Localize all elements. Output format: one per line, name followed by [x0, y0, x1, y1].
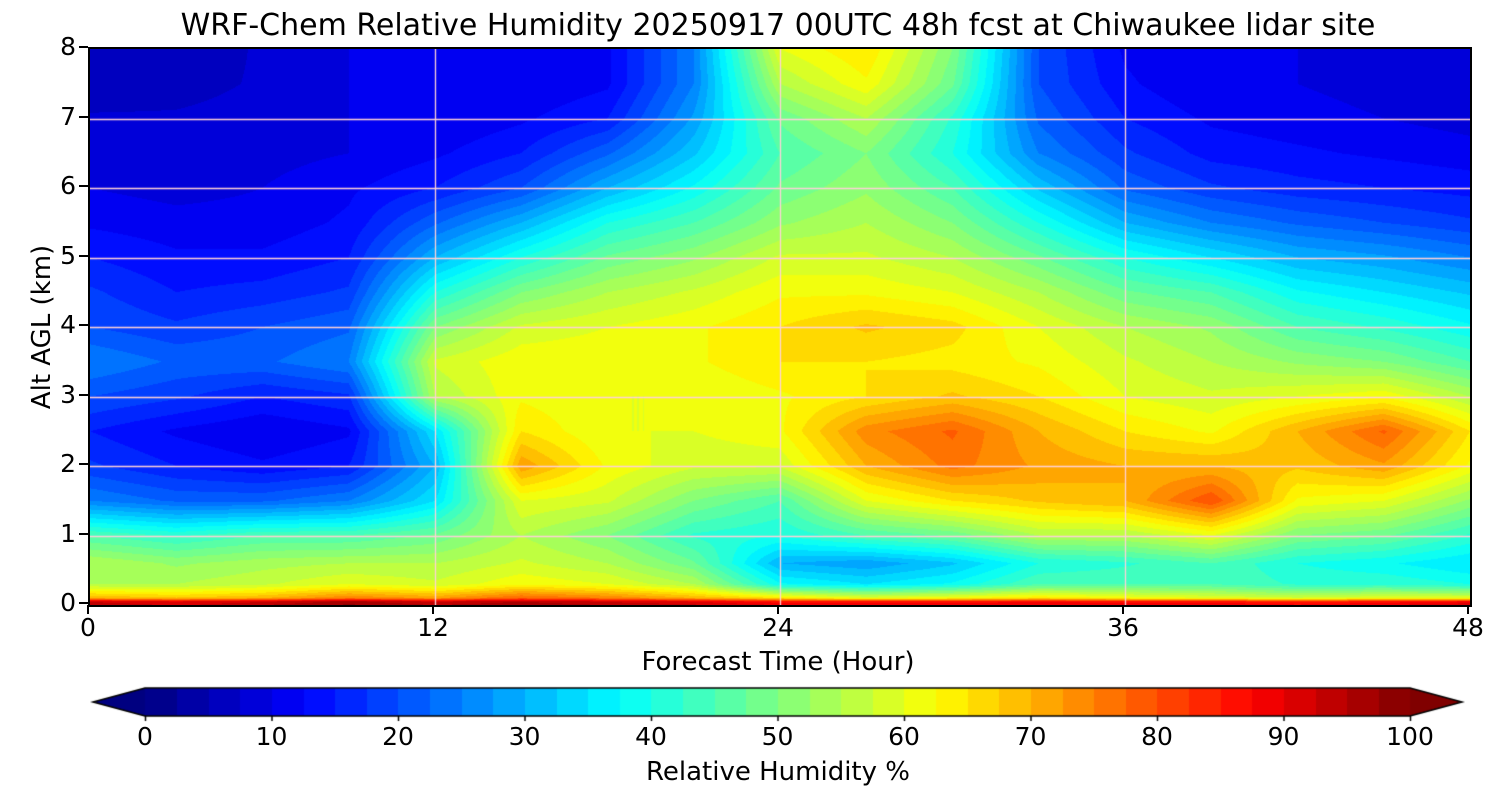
chart-title: WRF-Chem Relative Humidity 20250917 00UT… — [180, 8, 1376, 43]
x-tick-label: 24 — [762, 613, 794, 642]
y-tick-mark — [79, 463, 88, 465]
colorbar-tick-label: 10 — [255, 722, 288, 751]
colorbar-tick-label: 70 — [1014, 722, 1047, 751]
x-tick-label: 36 — [1107, 613, 1139, 642]
colorbar-label: Relative Humidity % — [646, 757, 910, 787]
y-tick-mark — [79, 393, 88, 396]
y-tick-label: 3 — [60, 379, 76, 409]
colorbar-tick-label: 90 — [1267, 722, 1300, 751]
colorbar-canvas — [90, 686, 1465, 722]
y-tick-label: 8 — [60, 32, 76, 61]
x-tick-label: 12 — [417, 613, 449, 642]
y-tick-label: 7 — [60, 101, 76, 131]
y-tick-mark — [79, 602, 88, 604]
colorbar-tick-label: 80 — [1141, 722, 1173, 751]
y-tick-label: 2 — [60, 449, 76, 478]
y-tick-mark — [79, 46, 88, 48]
y-tick-mark — [79, 532, 88, 535]
x-tick-mark — [777, 605, 779, 614]
x-tick-label: 48 — [1452, 613, 1484, 642]
y-tick-label: 0 — [60, 588, 76, 617]
y-tick-mark — [79, 254, 88, 257]
colorbar-tick-label: 50 — [761, 722, 794, 751]
x-axis-label: Forecast Time (Hour) — [641, 647, 915, 677]
x-tick-label: 0 — [80, 613, 96, 642]
colorbar-tick-label: 30 — [508, 722, 541, 751]
colorbar-tick-label: 0 — [137, 722, 153, 751]
colorbar-tick-label: 60 — [888, 722, 920, 751]
heatmap-canvas — [90, 49, 1470, 605]
colorbar-tick-label: 20 — [382, 722, 414, 751]
y-tick-label: 1 — [60, 518, 76, 548]
x-tick-mark — [87, 605, 89, 614]
y-tick-mark — [79, 115, 88, 118]
y-tick-mark — [79, 185, 88, 187]
x-tick-mark — [1122, 605, 1124, 614]
colorbar-tick-label: 40 — [635, 722, 667, 751]
y-tick-label: 4 — [60, 310, 76, 339]
x-tick-mark — [432, 605, 434, 614]
plot-area — [88, 47, 1472, 607]
y-tick-label: 5 — [60, 240, 76, 270]
colorbar-tick-label: 100 — [1386, 722, 1434, 751]
y-tick-label: 6 — [60, 171, 76, 200]
x-tick-mark — [1467, 605, 1469, 614]
y-tick-mark — [79, 324, 88, 326]
